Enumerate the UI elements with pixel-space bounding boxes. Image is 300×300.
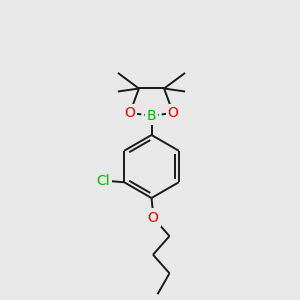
Text: O: O <box>124 106 135 120</box>
Text: O: O <box>168 106 178 120</box>
Text: B: B <box>147 109 156 122</box>
Text: O: O <box>148 211 158 224</box>
Text: Cl: Cl <box>96 174 110 188</box>
